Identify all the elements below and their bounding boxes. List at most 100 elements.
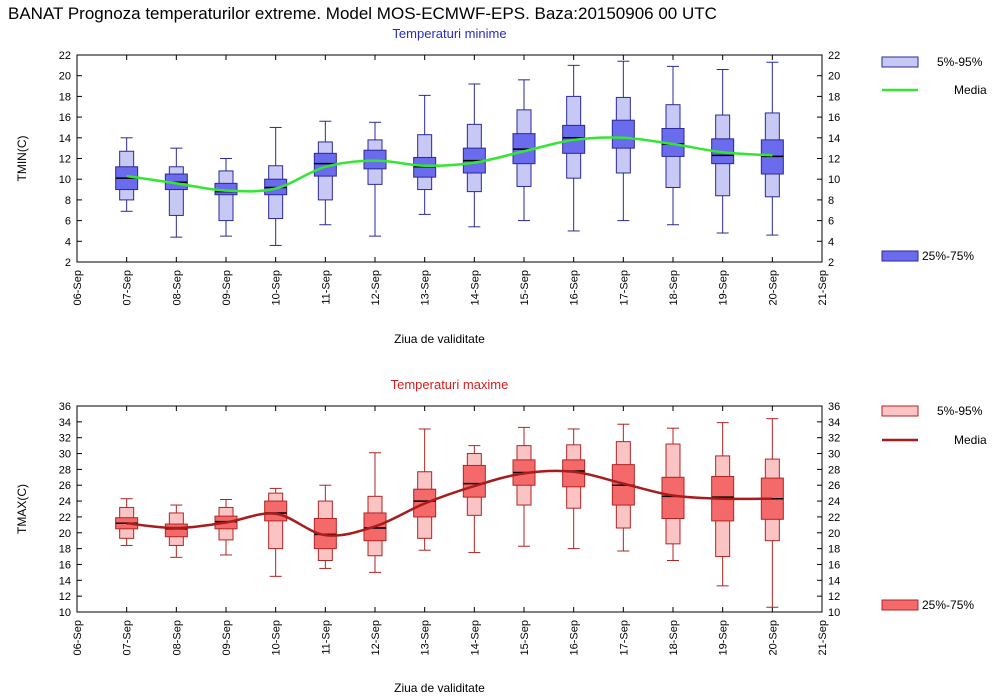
tmax-ytick-label-left: 12 xyxy=(59,591,71,603)
tmin-ytick-label-left: 14 xyxy=(59,133,71,145)
tmin-ytick-label-left: 6 xyxy=(65,216,71,228)
tmin-ytick-label-left: 18 xyxy=(59,91,71,103)
tmin-xtick-label: 08-Sep xyxy=(171,270,183,305)
tmin-legend-inner-label: 25%-75% xyxy=(922,249,974,263)
tmax-xtick-label: 14-Sep xyxy=(469,620,481,655)
tmax-xtick-label: 18-Sep xyxy=(668,620,680,655)
tmax-ytick-label-left: 26 xyxy=(59,480,71,492)
tmin-ytick-label-left: 10 xyxy=(59,174,71,186)
tmax-xtick-label: 19-Sep xyxy=(718,620,730,655)
tmax-ytick-label-left: 30 xyxy=(59,449,71,461)
tmax-ytick-label-right: 34 xyxy=(828,417,840,429)
tmin-box-outer xyxy=(218,170,234,222)
tmax-xtick-label: 07-Sep xyxy=(122,620,134,655)
tmax-ylabel: TMAX(C) xyxy=(15,484,29,534)
tmin-ytick-label-right: 14 xyxy=(828,133,840,145)
tmin-ylabel: TMIN(C) xyxy=(15,136,29,182)
tmax-legend-outer-label: 5%-95% xyxy=(937,404,983,418)
tmin-xtick-label: 20-Sep xyxy=(767,270,779,305)
tmax-legend-mean-label: Media xyxy=(954,433,987,447)
tmax-ytick-label-right: 30 xyxy=(828,449,840,461)
tmax-mean-line xyxy=(126,469,773,537)
tmin-legend-mean-label: Media xyxy=(954,83,987,97)
tmax-ytick-label-left: 22 xyxy=(59,512,71,524)
tmin-legend-inner-swatch xyxy=(881,250,919,262)
tmin-ytick-label-left: 4 xyxy=(65,236,71,248)
tmax-xtick-label: 08-Sep xyxy=(171,620,183,655)
tmin-ytick-label-left: 16 xyxy=(59,112,71,124)
tmax-box-inner xyxy=(313,518,337,550)
tmin-legend-outer-label: 5%-95% xyxy=(937,55,983,69)
tmax-xtick-label: 21-Sep xyxy=(817,620,829,655)
tmax-legend-outer-swatch xyxy=(881,405,919,417)
tmax-ytick-label-left: 16 xyxy=(59,559,71,571)
tmax-ytick-label-right: 26 xyxy=(828,480,840,492)
tmax-ytick-label-left: 28 xyxy=(59,464,71,476)
tmax-ytick-label-right: 16 xyxy=(828,559,840,571)
tmax-box-inner xyxy=(264,500,288,522)
tmax-subtitle: Temperaturi maxime xyxy=(391,377,509,392)
tmin-xtick-label: 19-Sep xyxy=(718,270,730,305)
tmax-xtick-label: 11-Sep xyxy=(320,620,332,655)
tmin-ytick-label-right: 22 xyxy=(828,50,840,62)
tmax-xtick-label: 13-Sep xyxy=(420,620,432,655)
tmin-xtick-label: 14-Sep xyxy=(469,270,481,305)
tmax-ytick-label-right: 24 xyxy=(828,496,840,508)
tmax-ytick-label-right: 36 xyxy=(828,401,840,413)
tmin-xtick-label: 13-Sep xyxy=(420,270,432,305)
tmax-xtick-label: 12-Sep xyxy=(370,620,382,655)
tmax-ytick-label-right: 20 xyxy=(828,528,840,540)
tmax-legend-inner-swatch xyxy=(881,599,919,611)
tmax-panel: Temperaturi maxime 10 10 12 12 14 14 16 16 18 18 20… xyxy=(15,377,987,695)
tmax-ytick-label-right: 18 xyxy=(828,544,840,556)
tmax-ytick-label-left: 36 xyxy=(59,401,71,413)
tmax-xtick-label: 16-Sep xyxy=(569,620,581,655)
tmin-ytick-label-left: 22 xyxy=(59,50,71,62)
tmin-ytick-label-right: 6 xyxy=(828,216,834,228)
tmax-box-inner xyxy=(164,523,188,538)
tmin-ytick-label-left: 8 xyxy=(65,195,71,207)
tmin-xlabel: Ziua de validitate xyxy=(394,332,485,346)
tmax-ytick-label-left: 14 xyxy=(59,575,71,587)
tmax-ytick-label-left: 18 xyxy=(59,544,71,556)
tmin-box-inner xyxy=(611,119,635,149)
tmax-xtick-label: 10-Sep xyxy=(271,620,283,655)
tmax-ytick-label-left: 32 xyxy=(59,433,71,445)
tmax-ytick-label-left: 34 xyxy=(59,417,71,429)
tmin-xtick-label: 21-Sep xyxy=(817,270,829,305)
tmax-box-inner xyxy=(462,464,486,498)
tmin-ytick-label-right: 8 xyxy=(828,195,834,207)
tmin-mean-line xyxy=(126,136,773,193)
main-title: BANAT Prognoza temperaturilor extreme. M… xyxy=(8,4,717,23)
tmax-ytick-label-right: 32 xyxy=(828,433,840,445)
tmin-xtick-label: 10-Sep xyxy=(271,270,283,305)
tmax-ytick-label-right: 14 xyxy=(828,575,840,587)
tmin-ytick-label-left: 12 xyxy=(59,154,71,166)
tmin-ytick-label-right: 18 xyxy=(828,91,840,103)
tmax-xlabel: Ziua de validitate xyxy=(394,681,485,695)
tmax-xtick-label: 20-Sep xyxy=(767,620,779,655)
tmax-ytick-label-right: 12 xyxy=(828,591,840,603)
tmin-ytick-label-right: 2 xyxy=(828,257,834,269)
tmin-ytick-label-left: 2 xyxy=(65,257,71,269)
tmax-box-inner xyxy=(661,476,685,520)
tmax-xtick-label: 17-Sep xyxy=(618,620,630,655)
tmin-xtick-label: 07-Sep xyxy=(122,270,134,305)
tmin-legend-outer-swatch xyxy=(881,56,919,68)
tmin-xtick-label: 12-Sep xyxy=(370,270,382,305)
tmin-ytick-label-right: 12 xyxy=(828,154,840,166)
tmax-ytick-label-left: 10 xyxy=(59,607,71,619)
tmax-plot-frame xyxy=(76,405,823,613)
tmax-ytick-label-right: 10 xyxy=(828,607,840,619)
tmax-legend-inner-label: 25%-75% xyxy=(922,598,974,612)
tmin-plot-frame xyxy=(76,54,823,263)
tmin-xtick-label: 18-Sep xyxy=(668,270,680,305)
tmax-ytick-label-right: 28 xyxy=(828,464,840,476)
tmin-ytick-label-right: 16 xyxy=(828,112,840,124)
tmax-xtick-label: 06-Sep xyxy=(72,620,84,655)
tmin-ytick-label-right: 10 xyxy=(828,174,840,186)
tmax-ytick-label-right: 22 xyxy=(828,512,840,524)
tmin-xtick-label: 11-Sep xyxy=(320,270,332,305)
